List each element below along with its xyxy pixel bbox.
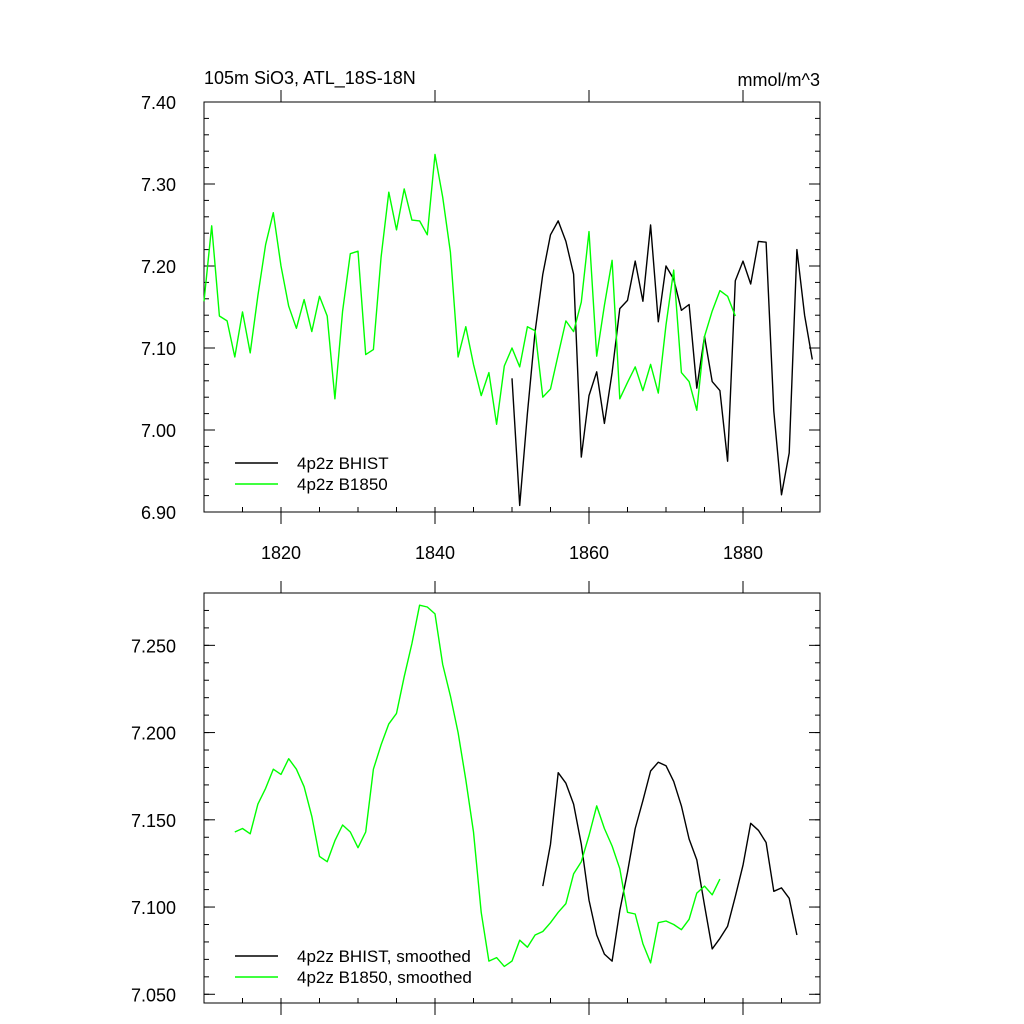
series-line-0 [511,220,813,507]
plot-frame [203,592,821,1004]
top-panel: 105m SiO3, ATL_18S-18N mmol/m^3 1820 1840… [141,68,821,563]
x-tick-label: 1820 [261,543,301,563]
y-tick-label: 7.10 [141,339,176,359]
x-tick-label: 1840 [415,543,455,563]
x-tick-label: 1880 [723,543,763,563]
y-tick-label: 7.050 [131,985,176,1005]
legend-label-0: 4p2z BHIST [297,454,389,473]
bottom-panel: 7.050 7.100 7.150 7.200 7.250 4p2z BHIST, smo… [131,581,821,1015]
legend-label-1: 4p2z B1850 [297,475,388,494]
y-tick-label: 7.00 [141,421,176,441]
top-plot-area: 1820 1840 1860 1880 6.90 7.00 7.10 7.20 7.30 7.40… [141,90,821,563]
y-tick-label: 7.100 [131,898,176,918]
x-tick-label: 1860 [569,543,609,563]
y-tick-label: 7.250 [131,636,176,656]
y-tick-label: 7.40 [141,93,176,113]
y-tick-label: 7.200 [131,724,176,744]
chart-title: 105m SiO3, ATL_18S-18N [204,68,416,89]
y-tick-label: 7.30 [141,175,176,195]
y-tick-label: 7.150 [131,811,176,831]
legend-label-1: 4p2z B1850, smoothed [297,968,472,987]
y-tick-label: 6.90 [141,503,176,523]
series-line-1 [234,604,721,968]
units-label: mmol/m^3 [738,70,820,90]
y-tick-label: 7.20 [141,257,176,277]
bottom-plot-area: 7.050 7.100 7.150 7.200 7.250 4p2z BHIST, smo… [131,581,821,1015]
legend-label-0: 4p2z BHIST, smoothed [297,947,471,966]
series-line-0 [542,761,798,962]
series-line-1 [203,153,736,425]
